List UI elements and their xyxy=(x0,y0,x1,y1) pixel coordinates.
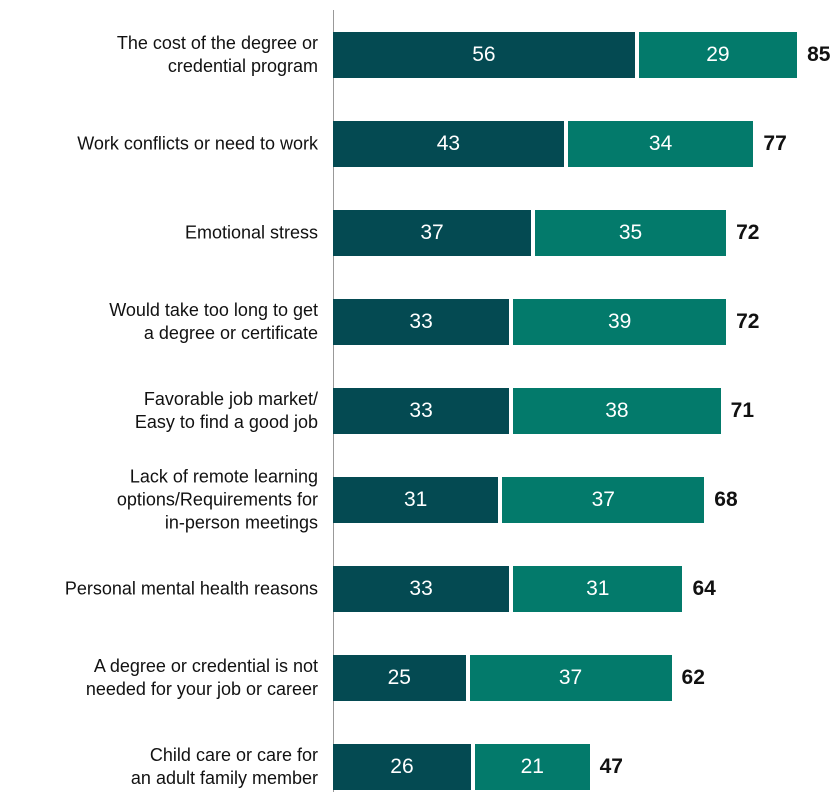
category-label: Would take too long to get a degree or c… xyxy=(109,300,318,343)
bar-segment xyxy=(333,744,475,790)
value-label: 29 xyxy=(706,43,730,66)
bar-segment xyxy=(333,299,514,345)
category-label: Lack of remote learning options/Requirem… xyxy=(116,466,318,533)
value-label: 33 xyxy=(409,399,433,422)
value-label: 37 xyxy=(420,221,444,244)
value-label: 34 xyxy=(648,132,673,155)
bar-segment xyxy=(535,210,727,256)
category-label: Child care or care for an adult family m… xyxy=(130,745,318,788)
bar-segment xyxy=(333,121,568,167)
bar-segment xyxy=(638,32,798,78)
bar-segment xyxy=(333,32,639,78)
value-label: 37 xyxy=(558,666,583,689)
total-label: 47 xyxy=(599,755,623,778)
value-label: 56 xyxy=(472,43,496,66)
value-label: 26 xyxy=(390,755,414,778)
value-label: 37 xyxy=(591,488,615,511)
bar-segment xyxy=(513,299,727,345)
total-label: 68 xyxy=(714,488,738,511)
value-label: 33 xyxy=(409,310,433,333)
value-label: 43 xyxy=(436,132,461,155)
bar-segment xyxy=(567,121,754,167)
value-label: 25 xyxy=(387,666,411,689)
bar-segment xyxy=(474,744,590,790)
category-label: Work conflicts or need to work xyxy=(77,133,318,154)
bar-segment xyxy=(333,477,503,523)
category-label: Favorable job market/ Easy to find a goo… xyxy=(134,389,318,432)
bar-segment xyxy=(333,210,536,256)
bar-segment xyxy=(333,388,514,434)
value-label: 31 xyxy=(403,488,428,511)
value-label: 31 xyxy=(586,577,610,600)
total-label: 72 xyxy=(736,310,760,333)
category-label: Emotional stress xyxy=(184,222,318,243)
bar-segment xyxy=(513,388,721,434)
total-label: 77 xyxy=(763,132,787,155)
total-label: 62 xyxy=(681,666,705,689)
bar-segment xyxy=(513,566,683,612)
value-label: 33 xyxy=(409,577,433,600)
category-label: Personal mental health reasons xyxy=(64,578,318,599)
value-label: 38 xyxy=(605,399,629,422)
category-label: A degree or credential is not needed for… xyxy=(85,656,318,699)
bar-segment xyxy=(469,655,672,701)
total-label: 72 xyxy=(736,221,760,244)
total-label: 64 xyxy=(692,577,716,600)
bar-segment xyxy=(333,655,470,701)
total-label: 71 xyxy=(730,399,755,422)
bar-segment xyxy=(502,477,705,523)
value-label: 21 xyxy=(520,755,544,778)
total-label: 85 xyxy=(807,43,831,66)
bar-segment xyxy=(333,566,514,612)
category-label: The cost of the degree or credential pro… xyxy=(116,33,318,76)
value-label: 39 xyxy=(607,310,632,333)
value-label: 35 xyxy=(618,221,643,244)
